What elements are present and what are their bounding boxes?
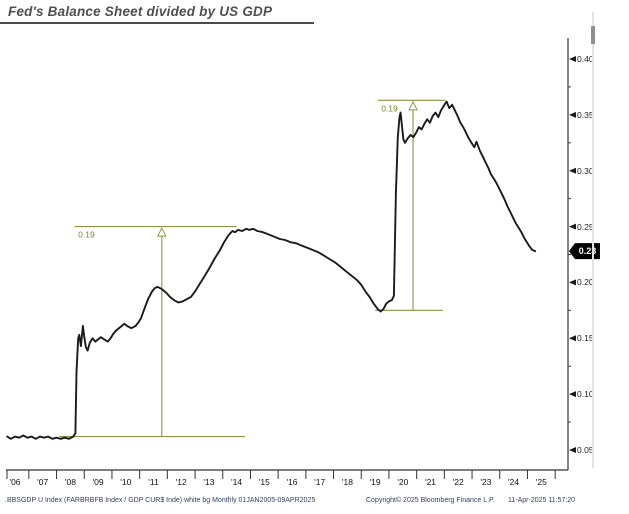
x-axis-year-label: '09 [92, 477, 104, 487]
y-tick-arrow-icon [569, 391, 576, 398]
x-axis-year-label: '12 [175, 477, 187, 487]
x-axis-year-label: '20 [397, 477, 409, 487]
x-axis-year-label: '15 [258, 477, 270, 487]
annotation-value-label: 0.19 [78, 230, 95, 240]
last-price-badge: 0.23 [569, 243, 600, 260]
x-axis-year-label: '16 [286, 477, 298, 487]
y-tick-arrow-icon [569, 167, 576, 174]
x-axis-year-label: '17 [314, 477, 326, 487]
price-line [6, 100, 537, 440]
x-axis-year-label: '11 [148, 477, 159, 487]
y-axis-price-label: 0.10 [577, 389, 594, 400]
annotation-arrowhead-icon [408, 100, 418, 111]
chart-title: Fed's Balance Sheet divided by US GDP [0, 2, 314, 24]
y-tick-arrow-icon [569, 447, 576, 453]
x-axis-year-label: '19 [369, 477, 381, 487]
change-annotation: 0.19 [375, 99, 446, 311]
annotation-arrowhead-icon [157, 226, 167, 237]
x-axis-year-label: '23 [480, 477, 492, 487]
footer-timestamp: 11-Apr-2025 11:57:20 [508, 497, 576, 504]
y-tick-arrow-icon [569, 56, 576, 62]
y-axis-price-label: 0.25 [577, 221, 594, 232]
x-axis-year-label: '08 [64, 477, 76, 487]
x-axis-year-label: '18 [341, 477, 353, 487]
x-axis-year-label: '25 [535, 477, 547, 487]
y-tick-arrow-icon [569, 111, 576, 118]
footer-copyright: Copyright© 2025 Bloomberg Finance L.P. [366, 497, 495, 504]
x-axis-year-label: '13 [203, 477, 215, 487]
y-tick-arrow-icon [569, 223, 576, 230]
last-price-value: 0.23 [579, 246, 597, 256]
x-axis-year-label: '14 [231, 477, 243, 487]
y-axis-price-label: 0.05 [577, 445, 594, 455]
axes [6, 38, 576, 479]
scrollbar-thumb[interactable] [591, 26, 595, 44]
x-axis-year-label: '06 [9, 477, 21, 487]
x-axis-year-label: '21 [424, 477, 437, 487]
change-annotation: 0.19 [59, 226, 245, 438]
x-axis-year-label: '24 [508, 477, 520, 487]
y-axis-price-label: 0.40 [577, 54, 594, 64]
x-axis-year-label: '07 [37, 477, 49, 487]
footer-ticker-info: .BBSGDP U Index (FARBRBFB Index / GDP CU… [5, 497, 316, 504]
y-axis-price-label: 0.20 [577, 277, 594, 288]
y-tick-arrow-icon [569, 335, 576, 342]
scrollbar-track[interactable] [592, 12, 594, 468]
y-axis-price-label: 0.15 [577, 333, 594, 344]
x-axis-year-label: '10 [120, 477, 132, 487]
annotation-value-label: 0.19 [381, 103, 398, 113]
y-axis-price-label: 0.30 [577, 165, 594, 176]
x-axis-year-label: '22 [452, 477, 464, 487]
y-tick-arrow-icon [569, 279, 576, 286]
y-axis-price-label: 0.35 [577, 109, 594, 120]
